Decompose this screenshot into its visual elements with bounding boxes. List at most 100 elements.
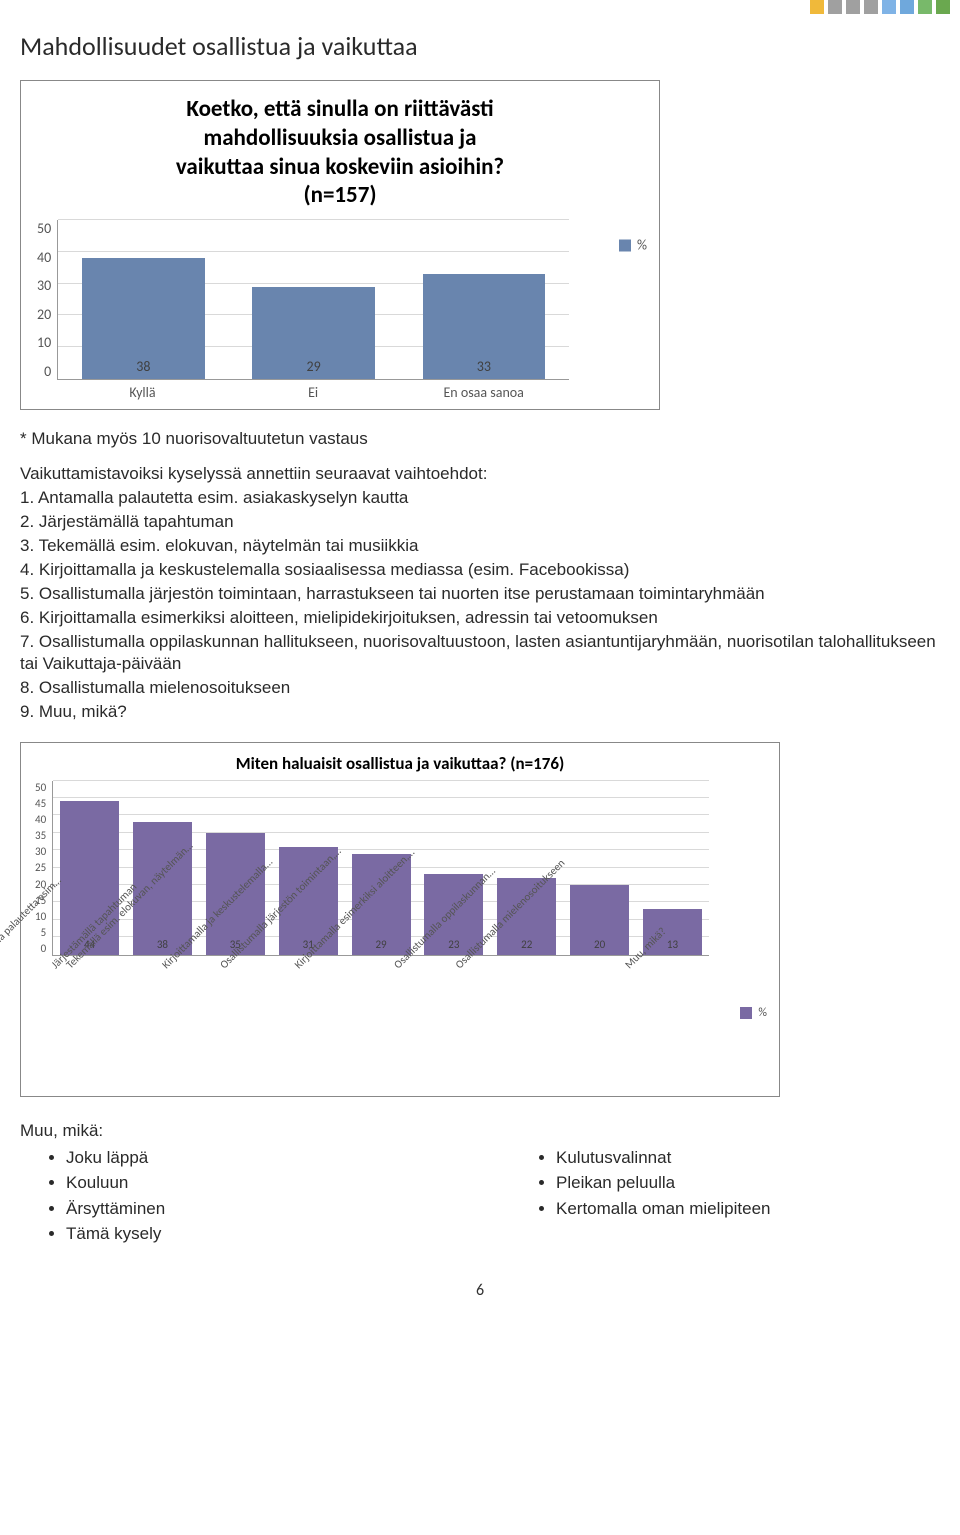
xlabel: Kyllä bbox=[57, 384, 228, 401]
list-item: Pleikan peluulla bbox=[556, 1170, 940, 1196]
bottom-col2-list: KulutusvalinnatPleikan peluullaKertomall… bbox=[510, 1145, 940, 1222]
chart1-plot: 38 29 33 bbox=[57, 220, 569, 380]
bar-value-label: 33 bbox=[477, 358, 491, 375]
ytick: 40 bbox=[35, 813, 46, 826]
bar-column: 13 bbox=[636, 781, 709, 955]
chart1-legend-label: % bbox=[637, 237, 647, 254]
ytick: 30 bbox=[37, 277, 51, 294]
ytick: 50 bbox=[35, 781, 46, 794]
intro2: Vaikuttamistavoiksi kyselyssä annettiin … bbox=[20, 463, 940, 486]
decor-square bbox=[846, 0, 860, 14]
page-number: 6 bbox=[20, 1281, 940, 1300]
list-item: Ärsyttäminen bbox=[66, 1196, 450, 1222]
decor-square bbox=[864, 0, 878, 14]
bar-value-label: 29 bbox=[375, 938, 386, 951]
ytick: 0 bbox=[44, 363, 51, 380]
chart1-legend: % bbox=[619, 237, 647, 254]
body-text: * Mukana myös 10 nuorisovaltuutetun vast… bbox=[20, 428, 940, 724]
list-item: Kertomalla oman mielipiteen bbox=[556, 1196, 940, 1222]
ytick: 20 bbox=[37, 306, 51, 323]
chart1-title-line: mahdollisuuksia osallistua ja bbox=[61, 124, 619, 153]
decor-square bbox=[936, 0, 950, 14]
bottom-col1-list: Joku läppäKouluunÄrsyttäminenTämä kysely bbox=[20, 1145, 450, 1247]
body-item: 4. Kirjoittamalla ja keskustelemalla sos… bbox=[20, 559, 940, 582]
page: Mahdollisuudet osallistua ja vaikuttaa K… bbox=[0, 0, 960, 1330]
bar-column: 33 bbox=[399, 220, 569, 379]
chart1-plotwrap: 38 29 33 KylläEiEn osaa sanoa bbox=[57, 220, 569, 409]
section-heading: Mahdollisuudet osallistua ja vaikuttaa bbox=[20, 30, 940, 62]
body-item: 9. Muu, mikä? bbox=[20, 701, 940, 724]
chart2-legend-swatch bbox=[740, 1007, 752, 1019]
list-item: Kouluun bbox=[66, 1170, 450, 1196]
bar-value-label: 22 bbox=[521, 938, 532, 951]
body-item: 1. Antamalla palautetta esim. asiakaskys… bbox=[20, 487, 940, 510]
chart1-legend-swatch bbox=[619, 239, 631, 251]
chart2-legend-label: % bbox=[758, 1006, 767, 1020]
intro1: * Mukana myös 10 nuorisovaltuutetun vast… bbox=[20, 428, 940, 451]
decor-square bbox=[828, 0, 842, 14]
body-item: 5. Osallistumalla järjestön toimintaan, … bbox=[20, 583, 940, 606]
xlabel: En osaa sanoa bbox=[398, 384, 569, 401]
body-item: 7. Osallistumalla oppilaskunnan hallituk… bbox=[20, 631, 940, 677]
chart1-frame: Koetko, että sinulla on riittävästimahdo… bbox=[20, 80, 660, 410]
ytick: 0 bbox=[41, 942, 47, 955]
body-item: 8. Osallistumalla mielenosoitukseen bbox=[20, 677, 940, 700]
decor-square bbox=[918, 0, 932, 14]
bar-column: 20 bbox=[563, 781, 636, 955]
chart2-plot: 443835312923222013 bbox=[52, 781, 709, 956]
body-items: 1. Antamalla palautetta esim. asiakaskys… bbox=[20, 487, 940, 724]
ytick: 5 bbox=[41, 926, 47, 939]
chart1-title-line: (n=157) bbox=[61, 181, 619, 210]
ytick: 45 bbox=[35, 797, 46, 810]
bottom-two-col: Joku läppäKouluunÄrsyttäminenTämä kysely… bbox=[20, 1145, 940, 1247]
body-item: 3. Tekemällä esim. elokuvan, näytelmän t… bbox=[20, 535, 940, 558]
ytick: 25 bbox=[35, 861, 46, 874]
bar: 29 bbox=[252, 287, 375, 379]
chart1-title-line: vaikuttaa sinua koskeviin asioihin? bbox=[61, 153, 619, 182]
ytick: 10 bbox=[35, 910, 46, 923]
bottom-col1: Joku läppäKouluunÄrsyttäminenTämä kysely bbox=[20, 1145, 450, 1247]
ytick: 10 bbox=[37, 334, 51, 351]
bar-value-label: 20 bbox=[594, 938, 605, 951]
chart1-bars: 38 29 33 bbox=[58, 220, 569, 379]
bar-value-label: 13 bbox=[667, 938, 678, 951]
ytick: 50 bbox=[37, 220, 51, 237]
xlabel: Ei bbox=[228, 384, 399, 401]
body-item: 6. Kirjoittamalla esimerkiksi aloitteen,… bbox=[20, 607, 940, 630]
chart2-legend: % bbox=[740, 1006, 767, 1020]
chart1-title-line: Koetko, että sinulla on riittävästi bbox=[61, 95, 619, 124]
chart1-title: Koetko, että sinulla on riittävästimahdo… bbox=[21, 81, 659, 220]
chart1-xlabels: KylläEiEn osaa sanoa bbox=[57, 380, 569, 409]
decor-square bbox=[810, 0, 824, 14]
decor-squares bbox=[810, 0, 950, 14]
chart2-frame: Miten haluaisit osallistua ja vaikuttaa?… bbox=[20, 742, 780, 1096]
ytick: 30 bbox=[35, 845, 46, 858]
chart2-title: Miten haluaisit osallistua ja vaikuttaa?… bbox=[21, 743, 779, 780]
ytick: 40 bbox=[37, 249, 51, 266]
ytick: 35 bbox=[35, 829, 46, 842]
chart2-body: 50454035302520151050 443835312923222013 … bbox=[21, 781, 779, 1096]
chart2-bars: 443835312923222013 bbox=[53, 781, 709, 955]
bar-value-label: 38 bbox=[136, 358, 150, 375]
bar-value-label: 23 bbox=[448, 938, 459, 951]
list-item: Kulutusvalinnat bbox=[556, 1145, 940, 1171]
bar-column: 38 bbox=[58, 220, 228, 379]
list-item: Tämä kysely bbox=[66, 1221, 450, 1247]
decor-square bbox=[900, 0, 914, 14]
bottom-col2: KulutusvalinnatPleikan peluullaKertomall… bbox=[510, 1145, 940, 1247]
bar: 20 bbox=[570, 885, 629, 955]
bar-column: 29 bbox=[228, 220, 398, 379]
bar-value-label: 38 bbox=[157, 938, 168, 951]
chart1-yaxis: 50 40 30 20 10 0 bbox=[37, 220, 57, 380]
list-item: Joku läppä bbox=[66, 1145, 450, 1171]
chart2-xlabels: Antamalla palautetta esim…Järjestämällä … bbox=[52, 956, 709, 1096]
bar-value-label: 29 bbox=[306, 358, 320, 375]
bottom-heading: Muu, mikä: bbox=[20, 1121, 940, 1141]
bar-column: 29 bbox=[345, 781, 418, 955]
chart2-plotwrap: 443835312923222013 Antamalla palautetta … bbox=[52, 781, 709, 1096]
bar: 38 bbox=[82, 258, 205, 379]
decor-square bbox=[882, 0, 896, 14]
bar: 33 bbox=[423, 274, 546, 379]
body-item: 2. Järjestämällä tapahtuman bbox=[20, 511, 940, 534]
bottom-section: Muu, mikä: Joku läppäKouluunÄrsyttäminen… bbox=[20, 1121, 940, 1247]
